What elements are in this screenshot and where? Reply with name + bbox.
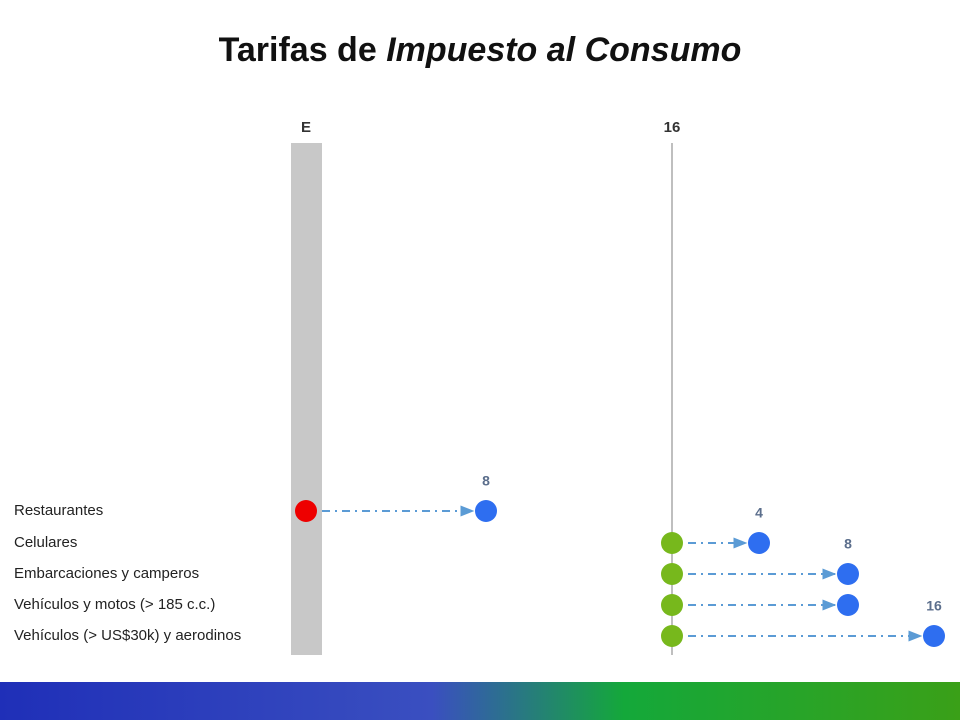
row-label: Celulares [14, 534, 77, 551]
end-dot [837, 594, 859, 616]
row-label: Vehículos y motos (> 185 c.c.) [14, 596, 215, 613]
start-dot [661, 625, 683, 647]
end-dot [475, 500, 497, 522]
row-label: Vehículos (> US$30k) y aerodinos [14, 627, 241, 644]
end-dot [748, 532, 770, 554]
rate-label: 4 [755, 505, 763, 521]
start-dot [661, 563, 683, 585]
title-italic: Impuesto al Consumo [386, 31, 741, 69]
column-label: 16 [664, 119, 681, 136]
end-dot [923, 625, 945, 647]
start-dot [661, 532, 683, 554]
row-label: Embarcaciones y camperos [14, 565, 199, 582]
start-dot [295, 500, 317, 522]
exempt-column [291, 143, 322, 655]
column-label: E [301, 119, 311, 136]
rate-label: 16 [926, 598, 942, 614]
rate-label: 8 [482, 473, 490, 489]
footer-band [0, 682, 960, 720]
title-plain: Tarifas de [219, 31, 377, 69]
title: Tarifas de Impuesto al Consumo [219, 31, 742, 69]
end-dot [837, 563, 859, 585]
start-dot [661, 594, 683, 616]
rows: Restaurantes 8 Celulares 4 Embarcaciones y c… [14, 473, 945, 647]
row-label: Restaurantes [14, 502, 103, 519]
rate-label: 8 [844, 536, 852, 552]
